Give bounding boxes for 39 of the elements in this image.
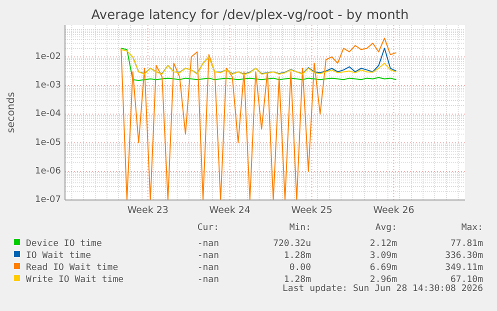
text: Cur:: [197, 223, 219, 233]
text: Min:: [289, 223, 311, 233]
text: 2.12m: [370, 239, 397, 249]
y-tick-label: 1e-05: [35, 138, 61, 148]
text: Avg:: [375, 223, 397, 233]
y-tick-label: 1e-03: [35, 80, 61, 91]
line-series: [120, 48, 397, 81]
legend-label: Device IO time: [26, 239, 102, 249]
text: 349.11m: [445, 263, 483, 273]
legend-label: Read IO Wait time: [26, 263, 118, 273]
x-tick-label: Week 24: [209, 205, 250, 216]
text: 1.28m: [284, 251, 311, 261]
text: 6.69m: [370, 263, 397, 273]
text: 0.00: [289, 263, 311, 273]
text: 2.96m: [370, 275, 397, 285]
y-tick-label: 1e-04: [35, 109, 62, 120]
text: 3.09m: [370, 251, 397, 261]
y-axis-title: seconds: [6, 92, 17, 133]
text: -nan: [197, 275, 219, 285]
text: 720.32u: [273, 239, 311, 249]
legend-label: IO Wait time: [26, 251, 92, 261]
legend-label: Write IO Wait time: [26, 275, 124, 285]
text: 67.10m: [450, 275, 483, 285]
text: Max:: [461, 223, 483, 233]
y-tick-label: 1e-06: [35, 166, 62, 176]
y-tick-label: 1e-02: [35, 52, 61, 62]
text: -nan: [197, 263, 219, 273]
x-tick-label: Week 25: [291, 205, 332, 216]
text: 1.28m: [284, 275, 311, 285]
text: 77.81m: [450, 239, 483, 249]
x-tick-label: Week 23: [127, 205, 168, 216]
text: -nan: [197, 239, 219, 249]
y-tick-label: 1e-07: [35, 195, 61, 205]
x-tick-label: Week 26: [373, 205, 414, 216]
line-series: [120, 38, 397, 200]
chart-title: Average latency for /dev/plex-vg/root - by month: [91, 8, 409, 23]
text: 336.30m: [445, 251, 483, 261]
text: Last update: Sun Jun 28 14:30:08 2026: [282, 284, 483, 294]
text: -nan: [197, 251, 219, 261]
